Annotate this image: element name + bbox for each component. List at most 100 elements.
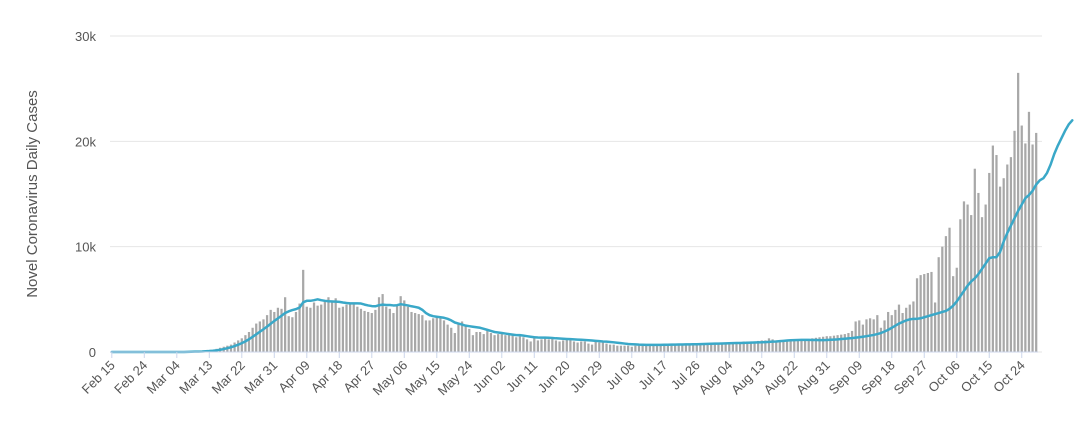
bar [623, 345, 626, 352]
bar [738, 341, 742, 352]
bar [446, 324, 449, 352]
bar [836, 335, 839, 352]
bar [980, 217, 984, 352]
bar [681, 344, 684, 352]
bar [731, 342, 734, 352]
bar [414, 313, 417, 352]
bar [1024, 143, 1027, 352]
bar [1002, 178, 1005, 352]
y-tick-label: 20k [75, 134, 96, 149]
bar [334, 298, 337, 352]
bar [435, 317, 438, 352]
bar [374, 309, 377, 352]
bar [1013, 130, 1016, 352]
bar [952, 276, 955, 352]
bar [377, 297, 381, 352]
bar [612, 344, 615, 352]
bar [583, 341, 586, 352]
bar [543, 338, 547, 352]
bar [529, 341, 532, 352]
y-tick-label: 30k [75, 29, 96, 44]
bar [630, 346, 633, 352]
bar [536, 340, 540, 352]
bar [1035, 132, 1038, 352]
bar-series [182, 72, 1038, 353]
bar [276, 307, 280, 352]
bar [894, 309, 897, 352]
bar [533, 336, 536, 352]
x-tick-label: May 06 [370, 358, 411, 399]
bar [728, 342, 731, 352]
bar [522, 337, 525, 352]
bar [309, 307, 312, 352]
bar [995, 155, 998, 352]
bar [406, 306, 410, 352]
bar [811, 338, 814, 352]
bar [937, 257, 940, 352]
y-axis: 0 10k 20k 30k [75, 29, 96, 360]
bar [428, 320, 431, 352]
bar [692, 344, 695, 352]
x-tick-label: Sep 27 [891, 358, 931, 398]
bar [551, 338, 554, 352]
bar [251, 327, 254, 352]
bar [341, 306, 345, 352]
bar [941, 246, 944, 352]
bar [616, 345, 619, 352]
bar [793, 340, 796, 352]
bar [356, 306, 359, 352]
bar [515, 337, 518, 352]
x-tick-label: Mar 22 [209, 358, 248, 397]
bar [237, 340, 240, 352]
bar [702, 343, 706, 352]
bar [926, 273, 929, 352]
bar [666, 344, 669, 352]
bar [984, 204, 987, 352]
bar [298, 303, 301, 352]
bar [930, 271, 933, 352]
bar [511, 335, 514, 352]
bar [688, 343, 691, 352]
bar [637, 345, 641, 352]
bar [392, 313, 395, 352]
x-tick-label: Oct 15 [958, 358, 996, 396]
bar [760, 340, 763, 352]
bar [1009, 157, 1013, 352]
bar [652, 345, 655, 352]
bar [684, 344, 688, 352]
bar [775, 340, 778, 352]
bar [778, 341, 781, 352]
bar [287, 316, 290, 352]
bar [247, 331, 251, 352]
bar [659, 344, 662, 352]
bar [330, 300, 334, 352]
bar [973, 168, 976, 352]
bar [381, 294, 384, 352]
bar [923, 274, 926, 352]
bar [645, 345, 648, 352]
x-tick-label: Mar 31 [241, 358, 280, 397]
x-tick-label: Oct 24 [990, 358, 1028, 396]
bar [518, 336, 521, 352]
bar [608, 344, 612, 352]
bar [576, 342, 579, 352]
bar [713, 343, 716, 352]
bar [822, 336, 825, 352]
bar [450, 327, 453, 352]
bar [305, 306, 308, 352]
bar [439, 318, 442, 352]
bar [565, 339, 568, 352]
bar [240, 338, 243, 352]
bar [655, 344, 659, 352]
bar [897, 304, 901, 352]
bar [493, 335, 496, 352]
bar [294, 311, 298, 352]
bar [320, 304, 323, 352]
bar [887, 311, 890, 352]
bar [861, 324, 864, 352]
x-tick-label: May 15 [402, 358, 443, 399]
bar [525, 339, 529, 352]
bar [959, 219, 962, 352]
bar [255, 323, 258, 352]
